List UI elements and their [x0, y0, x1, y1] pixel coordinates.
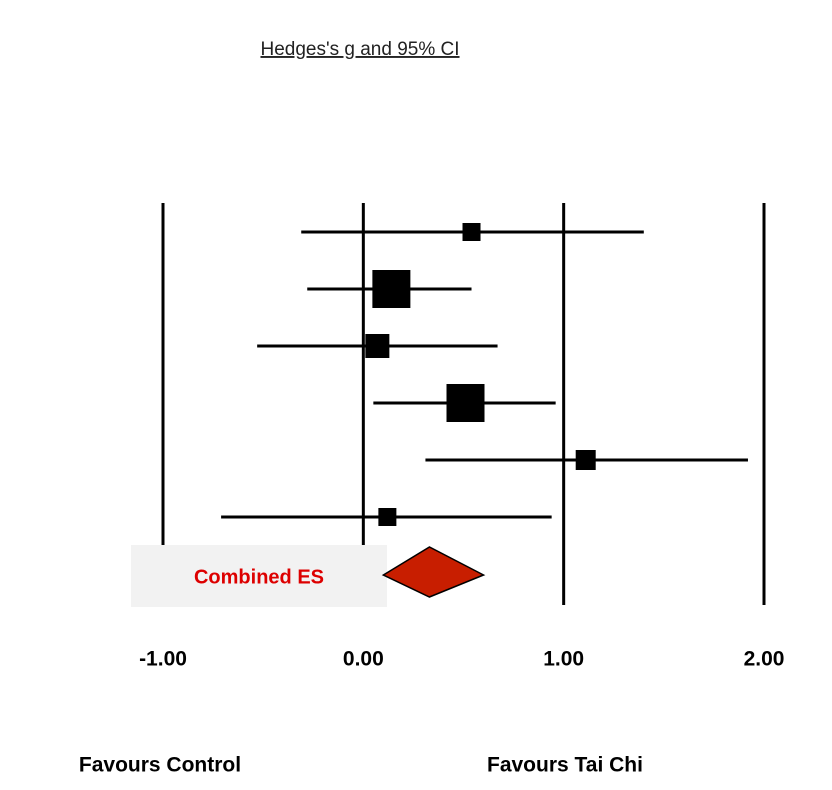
study-square	[446, 384, 485, 422]
x-tick-label: 2.00	[744, 648, 785, 671]
study-square	[575, 450, 596, 470]
right-label: Favours Tai Chi	[487, 754, 643, 777]
combined-label-box	[131, 545, 387, 607]
study-square	[365, 334, 390, 358]
study-square	[462, 223, 481, 241]
left-label: Favours Control	[79, 754, 241, 777]
x-tick-label: 1.00	[543, 648, 584, 671]
chart-title: Hedges's g and 95% CI	[260, 39, 459, 60]
study-square	[378, 508, 397, 526]
x-tick-label: 0.00	[343, 648, 384, 671]
combined-label: Combined ES	[194, 566, 324, 588]
combined-diamond	[381, 546, 486, 598]
x-tick-label: -1.00	[139, 648, 187, 671]
study-square	[372, 270, 411, 308]
